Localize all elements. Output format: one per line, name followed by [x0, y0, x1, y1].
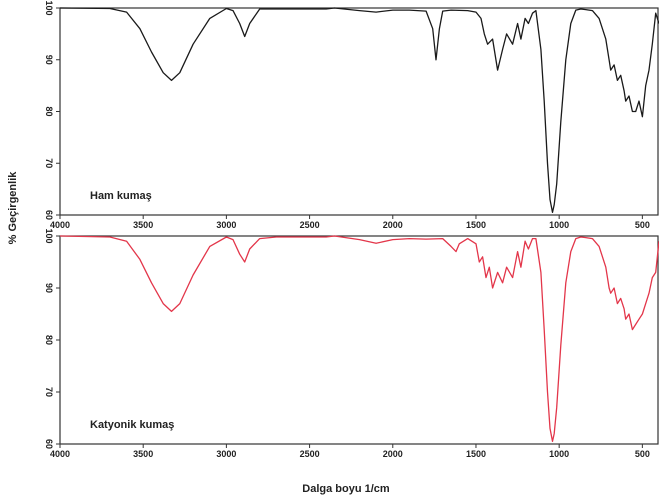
x-tick-label: 3000: [216, 220, 236, 230]
spectrum-line-katyonik-kumas: [59, 235, 659, 443]
x-tick-label: 500: [635, 220, 650, 230]
x-tick-label: 1500: [466, 449, 486, 459]
x-tick-label: 3000: [216, 449, 236, 459]
panel-label: Katyonik kumaş: [90, 419, 174, 431]
x-tick-label: 500: [635, 449, 650, 459]
panel-ham-kumas: 4000 3500 3000 2500 2000 1500 1000 500 60 70 80 90 1…: [44, 0, 659, 230]
x-tick-label: 4000: [50, 449, 70, 459]
x-tick-label: 2500: [300, 220, 320, 230]
panel-katyonik-kumas: 4000 3500 3000 2500 2000 1500 1000 500 60 70 80 90 1…: [44, 228, 659, 459]
panel-label: Ham kumaş: [90, 190, 152, 202]
spectrum-line-ham-kumas: [59, 7, 659, 214]
y-tick-label: 70: [44, 158, 54, 168]
y-tick-label: 60: [44, 210, 54, 220]
x-tick-label: 1000: [549, 220, 569, 230]
x-tick-label: 2500: [300, 449, 320, 459]
y-tick-label: 100: [44, 228, 54, 243]
x-tick-label: 2000: [383, 449, 403, 459]
x-tick-label: 3500: [133, 220, 153, 230]
y-tick-label: 90: [44, 55, 54, 65]
x-tick-label: 1500: [466, 220, 486, 230]
y-axis-title: % Geçirgenlik: [7, 171, 19, 245]
y-tick-label: 80: [44, 335, 54, 345]
y-tick-label: 90: [44, 283, 54, 293]
y-tick-label: 80: [44, 106, 54, 116]
y-tick-label: 70: [44, 387, 54, 397]
y-tick-label: 100: [44, 0, 54, 15]
x-tick-label: 1000: [549, 449, 569, 459]
x-tick-label: 2000: [383, 220, 403, 230]
x-tick-label: 4000: [50, 220, 70, 230]
y-tick-label: 60: [44, 439, 54, 449]
x-axis-title: Dalga boyu 1/cm: [302, 483, 390, 495]
x-tick-label: 3500: [133, 449, 153, 459]
